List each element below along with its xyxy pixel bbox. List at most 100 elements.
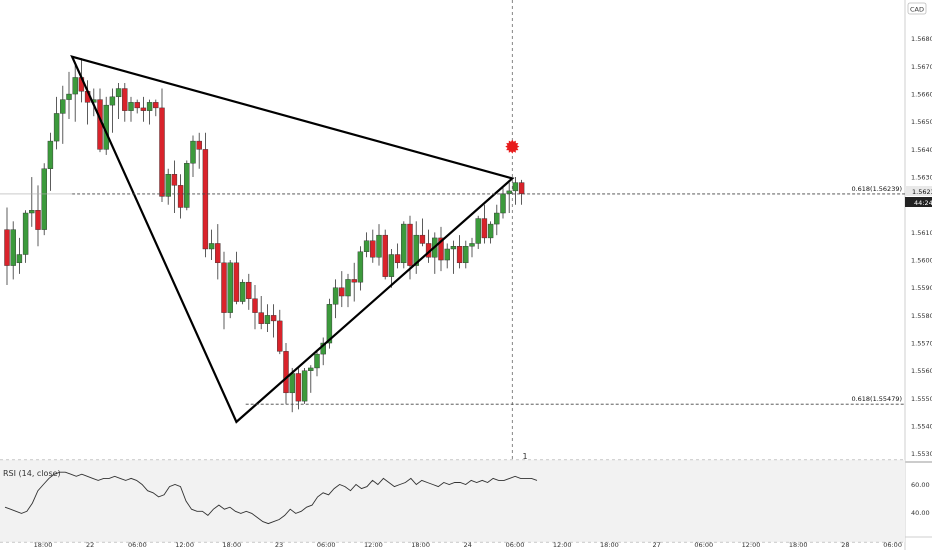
time-tick-label: 18:00 [34,541,53,549]
candle[interactable] [487,221,494,244]
rsi-label: RSI (14, close) [3,469,61,478]
price-tick-label: 1.56400 [911,146,932,154]
candle[interactable] [177,174,184,219]
candle[interactable] [277,309,283,355]
candle[interactable] [202,132,209,258]
candle[interactable] [233,251,240,305]
time-tick-label: 12:00 [364,541,383,549]
candle-body [326,304,333,344]
candle-body [394,254,401,264]
candle[interactable] [10,221,16,280]
candle[interactable] [469,237,475,258]
candle[interactable] [196,132,202,169]
candle[interactable] [184,160,190,211]
candles[interactable] [4,58,525,413]
candle[interactable] [394,243,401,269]
candle-body [10,229,16,266]
candle[interactable] [308,365,314,393]
candle[interactable] [252,284,258,330]
candle[interactable] [339,271,345,308]
candle[interactable] [295,367,302,410]
candle[interactable] [22,210,29,263]
candle[interactable] [159,88,165,202]
candle[interactable] [16,237,23,274]
candle[interactable] [128,96,134,122]
candle[interactable] [357,246,364,291]
candle[interactable] [190,135,196,178]
candle[interactable] [376,224,382,266]
candle[interactable] [512,177,519,205]
candle[interactable] [518,179,525,205]
candle[interactable] [72,63,78,122]
candle[interactable] [53,96,60,150]
candle[interactable] [109,88,116,133]
harmonic-pattern[interactable] [70,55,520,424]
candle[interactable] [481,204,488,244]
pattern-triangle[interactable] [70,55,515,424]
candle[interactable] [450,240,457,274]
candle[interactable] [171,160,178,214]
candle[interactable] [239,279,246,305]
candle-body [41,168,47,230]
candle[interactable] [4,207,10,285]
candle[interactable] [246,273,252,310]
candle[interactable] [494,204,500,236]
candle[interactable] [270,304,277,338]
candle[interactable] [221,251,227,330]
candle[interactable] [165,168,171,205]
candle[interactable] [115,82,122,119]
candle-body [332,287,339,305]
candle[interactable] [345,273,351,308]
candle[interactable] [258,296,264,330]
candle[interactable] [66,71,72,119]
candle[interactable] [332,279,339,319]
candle[interactable] [215,224,221,280]
candle[interactable] [314,351,320,377]
rsi-line[interactable] [4,471,538,525]
candle[interactable] [146,99,153,125]
candle-body [60,99,66,114]
candle-body [351,279,357,283]
candle[interactable] [419,218,426,247]
candle[interactable] [351,262,357,302]
candle[interactable] [122,82,128,122]
candle[interactable] [456,235,463,269]
candle[interactable] [153,99,159,117]
candle[interactable] [35,185,41,247]
candle[interactable] [264,304,271,332]
time-tick-label: 06:00 [694,541,713,549]
candle[interactable] [444,243,450,269]
candle[interactable] [103,96,109,155]
candle-body [221,262,227,313]
rsi-pane[interactable] [0,459,905,543]
fib-level-label: 0.618(1.56239) [851,185,902,193]
candle-body [500,193,506,214]
candle[interactable] [47,132,54,191]
candle[interactable] [438,226,444,272]
candle[interactable] [60,85,66,144]
candle[interactable] [283,343,289,404]
candle[interactable] [140,96,147,122]
signal-marker-icon[interactable] [505,139,520,154]
candle[interactable] [382,229,388,280]
candle[interactable] [475,215,481,249]
candle-body [456,246,463,264]
currency-badge[interactable] [907,2,927,15]
candle[interactable] [208,229,215,261]
candle[interactable] [463,240,469,269]
candle[interactable] [413,221,419,274]
time-tick-label: 12:00 [175,541,194,549]
candle[interactable] [301,367,308,404]
candle[interactable] [29,177,35,227]
candle[interactable] [227,260,233,319]
candle[interactable] [134,99,140,114]
price-tick-label: 1.55700 [911,340,932,348]
candle[interactable] [401,221,407,269]
candle[interactable] [41,163,47,236]
candle[interactable] [370,229,376,263]
candle[interactable] [388,248,395,288]
candle[interactable] [363,232,370,258]
time-tick-label: 12:00 [553,541,572,549]
